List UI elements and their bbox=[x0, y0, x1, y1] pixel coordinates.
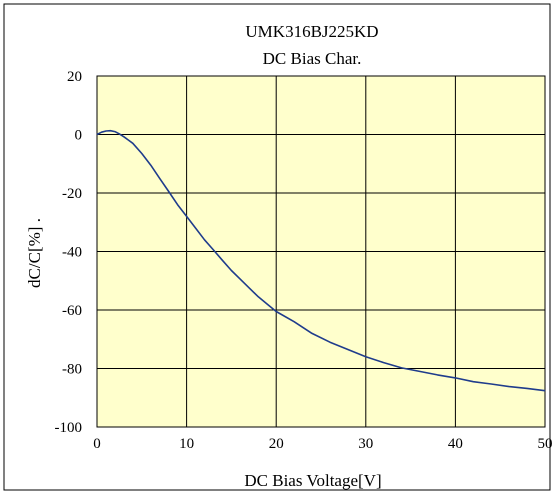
y-axis-label: dC/C[%] . bbox=[25, 218, 44, 288]
x-axis-label: DC Bias Voltage[V] bbox=[244, 471, 381, 490]
grid-lines bbox=[96, 75, 546, 428]
y-tick-label: 0 bbox=[75, 128, 83, 144]
x-tick-label: 30 bbox=[358, 436, 373, 452]
series-line bbox=[96, 129, 546, 392]
y-tick-label: -40 bbox=[62, 245, 82, 261]
y-tick-label: -60 bbox=[62, 303, 82, 319]
x-tick-label: 0 bbox=[93, 436, 101, 452]
series-layer bbox=[96, 129, 546, 392]
y-tick-label: 20 bbox=[67, 69, 82, 85]
y-tick-label: -100 bbox=[55, 420, 83, 436]
tick-labels: 0 10 20 30 40 50 20 0 -20 -40 -60 -80 -100 bbox=[55, 69, 553, 452]
y-tick-label: -20 bbox=[62, 186, 82, 202]
y-tick-label: -80 bbox=[62, 362, 82, 378]
chart-title: UMK316BJ225KD bbox=[245, 22, 378, 41]
chart-subtitle: DC Bias Char. bbox=[263, 49, 362, 68]
x-tick-label: 40 bbox=[448, 436, 463, 452]
x-tick-label: 10 bbox=[179, 436, 194, 452]
x-tick-label: 20 bbox=[269, 436, 284, 452]
x-tick-label: 50 bbox=[538, 436, 553, 452]
